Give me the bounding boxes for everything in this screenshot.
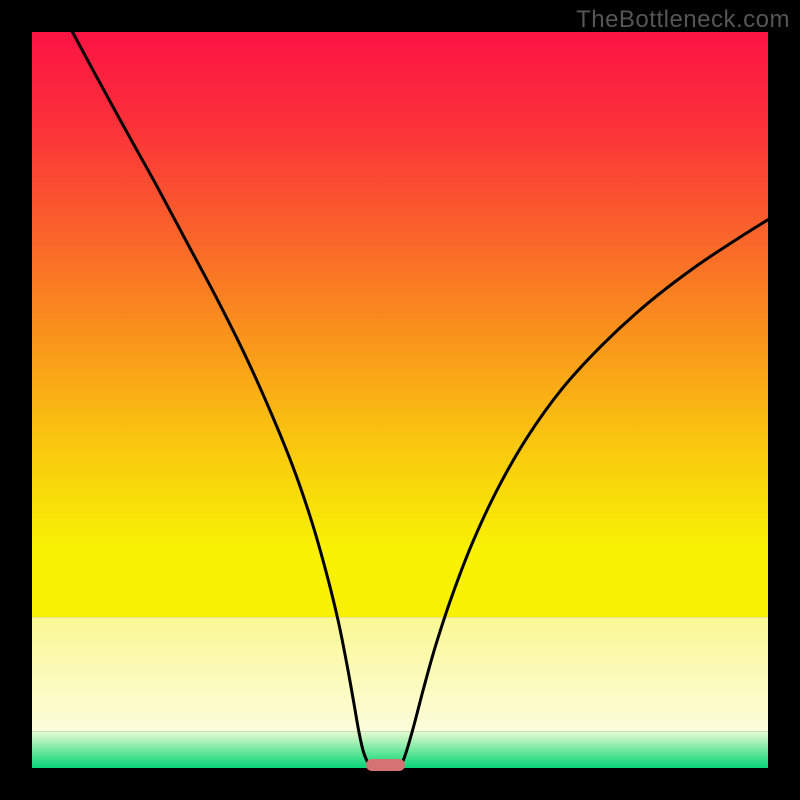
minimum-marker	[366, 759, 405, 771]
bottleneck-chart	[32, 32, 768, 768]
watermark-text: TheBottleneck.com	[576, 6, 790, 34]
gradient-pale-band	[32, 617, 768, 731]
gradient-warm	[32, 32, 768, 617]
chart-plot-area	[32, 32, 768, 768]
